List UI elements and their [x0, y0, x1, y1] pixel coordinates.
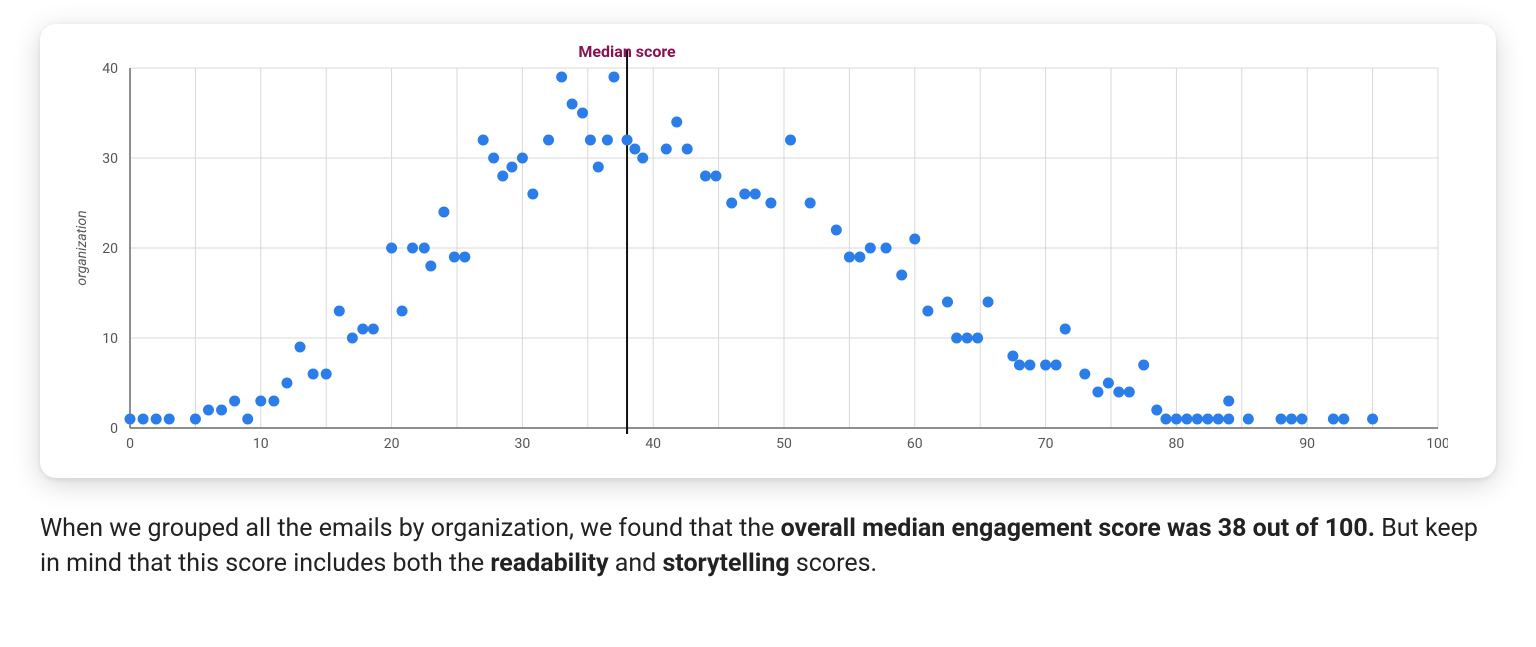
- chart-card: Median score organization 0 10 20 30 40 50 60 7…: [40, 24, 1496, 478]
- svg-text:70: 70: [1038, 436, 1054, 452]
- svg-text:10: 10: [102, 331, 118, 347]
- caption-bold-segment: overall median engagement score was 38 o…: [781, 514, 1375, 543]
- caption-bold-segment: storytelling: [662, 549, 789, 578]
- svg-text:0: 0: [126, 436, 134, 452]
- svg-text:60: 60: [907, 436, 923, 452]
- chart-caption: When we grouped all the emails by organi…: [40, 512, 1480, 581]
- caption-segment: scores.: [790, 549, 877, 578]
- svg-text:30: 30: [102, 151, 118, 167]
- svg-text:0: 0: [110, 421, 118, 437]
- svg-text:10: 10: [253, 436, 269, 452]
- svg-text:100: 100: [1426, 436, 1448, 452]
- caption-bold-segment: readability: [490, 549, 608, 578]
- svg-text:90: 90: [1299, 436, 1315, 452]
- svg-text:20: 20: [384, 436, 400, 452]
- svg-text:20: 20: [102, 241, 118, 257]
- svg-text:40: 40: [102, 61, 118, 77]
- chart-svg: 0 10 20 30 40 50 60 70 80 90 100 0 10 20 30 40: [68, 40, 1448, 460]
- svg-text:50: 50: [776, 436, 792, 452]
- caption-segment: When we grouped all the emails by organi…: [40, 514, 781, 543]
- svg-text:80: 80: [1169, 436, 1185, 452]
- svg-text:30: 30: [515, 436, 531, 452]
- median-score-label: Median score: [578, 42, 675, 61]
- scatter-chart: Median score organization 0 10 20 30 40 50 60 7…: [68, 40, 1468, 460]
- caption-segment: and: [609, 549, 663, 578]
- svg-text:40: 40: [645, 436, 661, 452]
- y-axis-label: organization: [74, 210, 90, 285]
